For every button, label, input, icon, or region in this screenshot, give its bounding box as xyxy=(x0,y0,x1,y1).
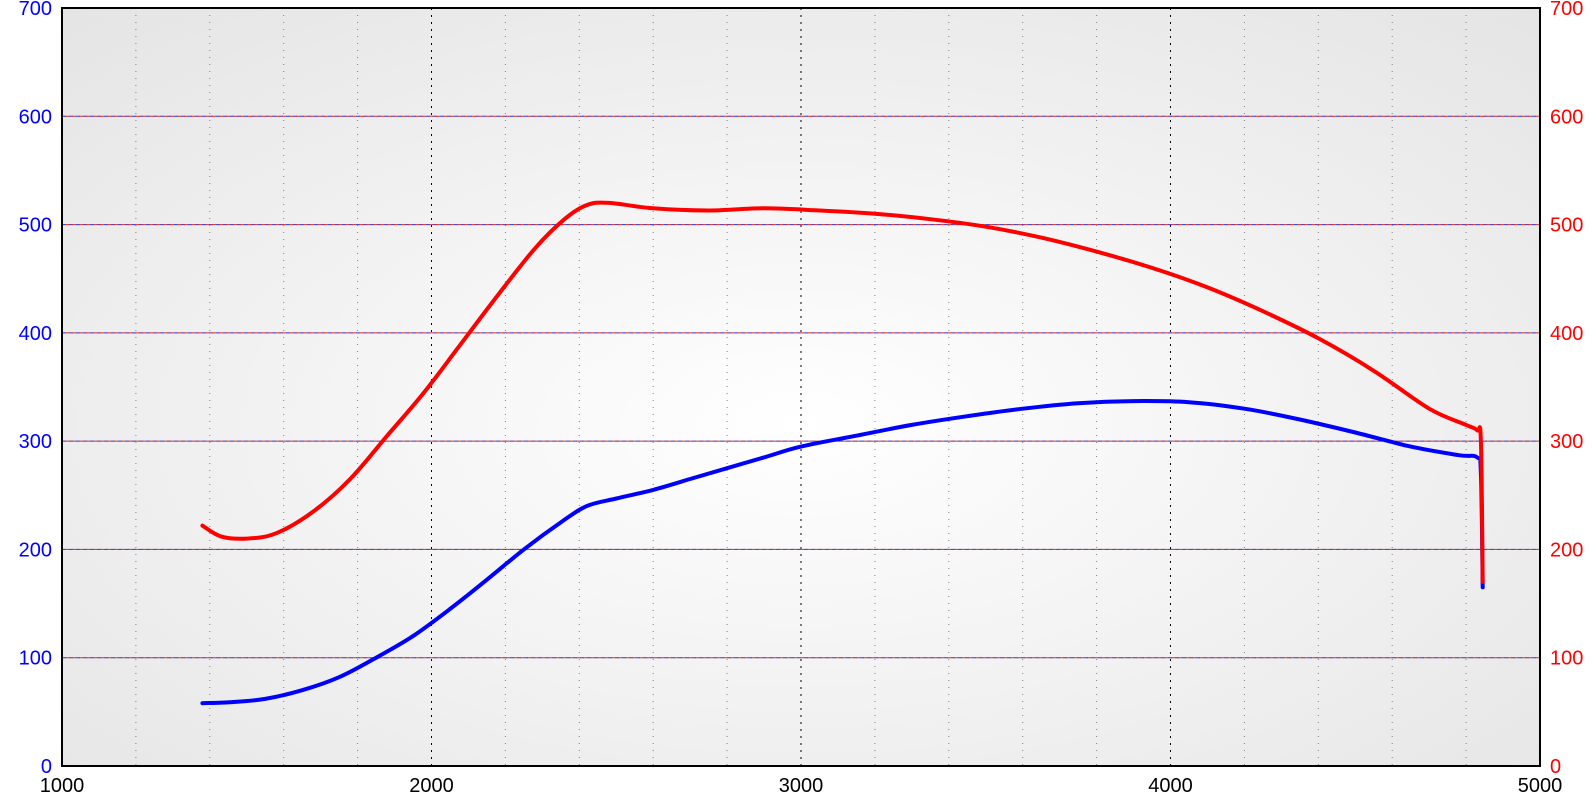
y-right-tick-label: 600 xyxy=(1550,106,1583,128)
x-tick-label: 5000 xyxy=(1518,775,1563,797)
y-right-tick-label: 400 xyxy=(1550,323,1583,345)
x-tick-label: 4000 xyxy=(1148,775,1193,797)
x-tick-label: 1000 xyxy=(40,775,85,797)
x-tick-label: 2000 xyxy=(409,775,454,797)
y-right-tick-label: 300 xyxy=(1550,431,1583,453)
chart-container: 0100200300400500600700010020030040050060… xyxy=(0,0,1596,807)
y-left-tick-label: 700 xyxy=(19,0,52,20)
y-left-tick-label: 100 xyxy=(19,648,52,670)
y-right-tick-label: 100 xyxy=(1550,648,1583,670)
y-left-tick-label: 400 xyxy=(19,323,52,345)
y-left-tick-label: 600 xyxy=(19,106,52,128)
y-left-tick-label: 200 xyxy=(19,539,52,561)
y-right-tick-label: 500 xyxy=(1550,215,1583,237)
chart-svg: 0100200300400500600700010020030040050060… xyxy=(0,0,1596,807)
y-right-tick-label: 700 xyxy=(1550,0,1583,20)
x-tick-label: 3000 xyxy=(779,775,824,797)
y-left-tick-label: 300 xyxy=(19,431,52,453)
y-right-tick-label: 200 xyxy=(1550,539,1583,561)
y-left-tick-label: 500 xyxy=(19,215,52,237)
